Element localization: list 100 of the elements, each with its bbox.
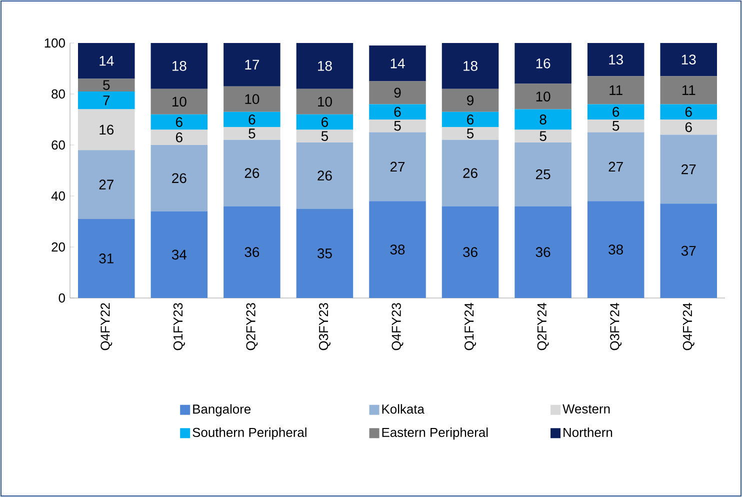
- bar: [587, 120, 644, 132]
- data-label: 18: [172, 60, 186, 71]
- data-label: 10: [172, 96, 186, 107]
- data-label: 25: [536, 169, 550, 180]
- bar: [514, 206, 572, 298]
- bar: [587, 201, 644, 298]
- data-label: 36: [536, 247, 550, 258]
- data-label: 26: [318, 170, 332, 181]
- data-label: 11: [682, 85, 696, 95]
- bar: [660, 42, 717, 76]
- data-label: 26: [172, 173, 186, 184]
- bar: [442, 42, 499, 89]
- bar: [224, 127, 280, 140]
- x-tick-label: Q4FY23: [392, 303, 404, 350]
- data-label: 27: [390, 162, 405, 172]
- bar: [150, 211, 208, 298]
- bar: [442, 140, 499, 206]
- data-label: 26: [244, 168, 260, 178]
- bar: [296, 130, 354, 142]
- legend-label: Western: [562, 404, 610, 414]
- data-label: 16: [536, 58, 550, 68]
- data-label: 6: [467, 114, 474, 124]
- y-tick-label: 100: [44, 38, 65, 48]
- data-label: 5: [394, 121, 401, 131]
- data-label: 10: [318, 96, 332, 107]
- bar: [660, 120, 717, 135]
- x-tick-label: Q2FY23: [246, 303, 258, 350]
- data-label: 37: [681, 246, 696, 256]
- bar: [514, 142, 572, 206]
- bar: [660, 204, 717, 298]
- data-label: 9: [467, 95, 474, 106]
- data-label: 13: [682, 54, 696, 65]
- bar: [150, 42, 208, 89]
- bar: [442, 206, 499, 298]
- bar: [442, 88, 499, 112]
- bar: [442, 112, 499, 128]
- data-label: 31: [99, 254, 114, 264]
- x-tick-label: Q3FY24: [610, 302, 622, 350]
- x-tick-label: Q1FY23: [173, 303, 185, 350]
- legend-label: Northern: [564, 427, 612, 438]
- bar: [150, 114, 208, 130]
- legend-label: Bangalore: [193, 404, 251, 416]
- data-label: 14: [390, 58, 405, 68]
- y-tick-label: 20: [52, 242, 65, 252]
- data-label: 27: [99, 180, 114, 190]
- legend-label: Southern Peripheral: [192, 427, 306, 440]
- data-label: 6: [394, 106, 401, 117]
- x-tick-label: Q1FY24: [464, 302, 476, 350]
- data-label: 16: [100, 124, 114, 135]
- data-label: 14: [100, 56, 114, 66]
- bar: [369, 104, 426, 120]
- bar: [78, 150, 135, 219]
- data-label: 36: [463, 247, 478, 258]
- bar: [514, 130, 572, 142]
- data-label: 5: [248, 128, 256, 138]
- legend-label: Kolkata: [382, 404, 424, 414]
- data-label: 10: [245, 94, 260, 104]
- bar: [369, 201, 426, 298]
- bar: [369, 120, 426, 132]
- data-label: 38: [390, 244, 405, 254]
- x-tick-label: Q4FY24: [682, 302, 694, 350]
- bar: [224, 112, 280, 128]
- data-label: 38: [608, 244, 623, 254]
- data-label: 5: [321, 131, 328, 141]
- data-label: 5: [103, 80, 110, 90]
- bar: [296, 114, 354, 130]
- data-label: 5: [540, 131, 546, 141]
- data-label: 6: [248, 114, 256, 124]
- bar: [150, 145, 208, 212]
- bar: [514, 84, 572, 110]
- bar: [78, 109, 135, 150]
- data-label: 9: [394, 88, 401, 98]
- data-label: 10: [536, 92, 550, 102]
- data-label: 27: [682, 164, 696, 174]
- bar: [660, 134, 717, 204]
- bar: [587, 76, 644, 104]
- bar: [150, 130, 208, 145]
- bar: [78, 218, 135, 298]
- data-label: 27: [608, 162, 623, 172]
- legend-label: Eastern Peripheral: [382, 427, 488, 440]
- x-tick-label: Q3FY23: [318, 303, 330, 350]
- bar: [369, 132, 426, 202]
- data-label: 8: [540, 114, 546, 124]
- data-label: 6: [685, 106, 692, 117]
- data-label: 6: [612, 106, 620, 117]
- data-label: 6: [176, 132, 182, 142]
- data-label: 18: [318, 60, 332, 71]
- bar: [78, 91, 135, 110]
- data-label: 6: [685, 122, 692, 132]
- y-tick-label: 60: [52, 140, 65, 150]
- bar: [514, 109, 572, 130]
- bar: [296, 208, 354, 298]
- data-label: 5: [466, 128, 474, 138]
- data-label: 17: [245, 60, 260, 70]
- data-label: 34: [172, 250, 187, 260]
- bar: [587, 104, 644, 120]
- bar: [369, 46, 426, 82]
- bar: [660, 104, 717, 120]
- data-label: 36: [244, 247, 260, 258]
- data-label: 26: [463, 168, 478, 178]
